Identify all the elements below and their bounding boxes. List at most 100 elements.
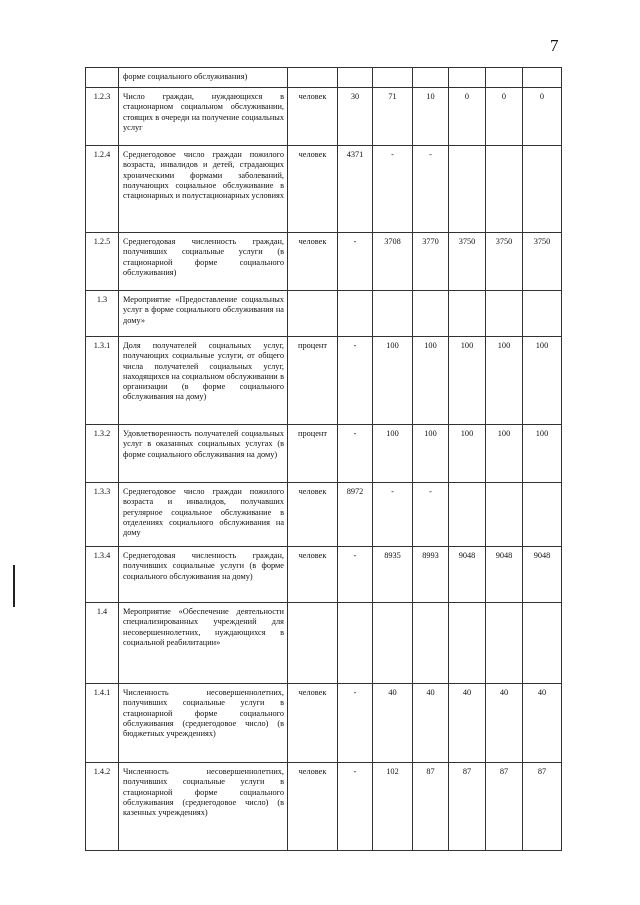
indicator-value: 87 xyxy=(412,762,449,851)
indicator-name: Среднегодовое число граждан пожилого воз… xyxy=(118,482,288,547)
table-row: 1.4.2 Численность несовершеннолетних, пол… xyxy=(85,762,562,851)
indicator-name: Среднегодовая численность граждан, получ… xyxy=(118,232,288,291)
unit-of-measure: процент xyxy=(287,336,338,425)
indicator-value: 100 xyxy=(448,336,486,425)
table-row: 1.2.4 Среднегодовое число граждан пожилог… xyxy=(85,145,562,233)
table-row: форме социального обслуживания) xyxy=(85,67,562,88)
indicator-value xyxy=(522,145,562,233)
row-number: 1.4.2 xyxy=(85,762,119,851)
indicator-value: 100 xyxy=(522,424,562,483)
indicator-value: - xyxy=(337,546,373,603)
indicator-value: 100 xyxy=(448,424,486,483)
indicator-name: Среднегодовая численность граждан, получ… xyxy=(118,546,288,603)
table-row: 1.4.1 Численность несовершеннолетних, пол… xyxy=(85,683,562,763)
table-row: 1.3.1 Доля получателей социальных услуг, … xyxy=(85,336,562,425)
unit-of-measure xyxy=(287,290,338,337)
row-number: 1.3.4 xyxy=(85,546,119,603)
row-number: 1.4.1 xyxy=(85,683,119,763)
indicator-value xyxy=(372,67,413,88)
indicator-value: 40 xyxy=(522,683,562,763)
unit-of-measure xyxy=(287,67,338,88)
indicator-value xyxy=(337,290,373,337)
indicator-value xyxy=(485,602,523,684)
indicator-value xyxy=(485,290,523,337)
indicator-value: - xyxy=(372,482,413,547)
indicator-value xyxy=(448,482,486,547)
indicator-value: 87 xyxy=(522,762,562,851)
indicator-value: 8993 xyxy=(412,546,449,603)
unit-of-measure: человек xyxy=(287,482,338,547)
indicator-value xyxy=(337,67,373,88)
indicator-value: 71 xyxy=(372,87,413,146)
indicator-value: - xyxy=(337,424,373,483)
indicator-value: 100 xyxy=(522,336,562,425)
unit-of-measure: процент xyxy=(287,424,338,483)
indicator-value: 8935 xyxy=(372,546,413,603)
indicator-value: - xyxy=(412,482,449,547)
indicator-value: 100 xyxy=(485,424,523,483)
indicator-name: Среднегодовое число граждан пожилого воз… xyxy=(118,145,288,233)
indicator-value: 9048 xyxy=(522,546,562,603)
indicator-value: - xyxy=(372,145,413,233)
indicator-value: 100 xyxy=(372,424,413,483)
table-row: 1.3 Мероприятие «Предоставление социальны… xyxy=(85,290,562,337)
indicator-value: 9048 xyxy=(485,546,523,603)
indicator-value: 3750 xyxy=(485,232,523,291)
indicator-value: 87 xyxy=(485,762,523,851)
indicator-value: 3750 xyxy=(448,232,486,291)
table-row: 1.2.3 Число граждан, нуждающихся в стацио… xyxy=(85,87,562,146)
indicator-value xyxy=(448,290,486,337)
indicator-name: Мероприятие «Предоставление социальных у… xyxy=(118,290,288,337)
unit-of-measure: человек xyxy=(287,145,338,233)
indicator-value: 40 xyxy=(448,683,486,763)
indicator-name: Численность несовершеннолетних, получивш… xyxy=(118,683,288,763)
indicator-value: 3708 xyxy=(372,232,413,291)
indicator-name: Мероприятие «Обеспечение деятельности сп… xyxy=(118,602,288,684)
indicator-value xyxy=(372,290,413,337)
indicator-value: 0 xyxy=(485,87,523,146)
indicator-value: 100 xyxy=(412,424,449,483)
indicator-value xyxy=(485,145,523,233)
row-number xyxy=(85,67,119,88)
indicator-value: 100 xyxy=(412,336,449,425)
indicator-value: 30 xyxy=(337,87,373,146)
indicators-table: форме социального обслуживания) 1.2.3 Числ… xyxy=(85,67,562,851)
indicator-value xyxy=(337,602,373,684)
indicator-value: 3750 xyxy=(522,232,562,291)
indicator-value xyxy=(448,67,486,88)
indicator-value: 40 xyxy=(412,683,449,763)
indicator-value xyxy=(485,482,523,547)
indicator-value: 10 xyxy=(412,87,449,146)
indicator-value xyxy=(522,67,562,88)
indicator-value: 102 xyxy=(372,762,413,851)
indicator-value: - xyxy=(412,145,449,233)
indicator-value xyxy=(522,602,562,684)
table-row: 1.3.3 Среднегодовое число граждан пожилог… xyxy=(85,482,562,547)
indicator-value: 100 xyxy=(485,336,523,425)
indicator-value: - xyxy=(337,683,373,763)
indicator-value: 87 xyxy=(448,762,486,851)
row-number: 1.3.2 xyxy=(85,424,119,483)
row-number: 1.3.1 xyxy=(85,336,119,425)
indicator-value xyxy=(522,482,562,547)
unit-of-measure xyxy=(287,602,338,684)
indicator-value: - xyxy=(337,336,373,425)
indicator-value: 100 xyxy=(372,336,413,425)
indicator-value xyxy=(412,67,449,88)
row-number: 1.2.4 xyxy=(85,145,119,233)
indicator-value: - xyxy=(337,762,373,851)
indicator-value: 40 xyxy=(372,683,413,763)
row-number: 1.4 xyxy=(85,602,119,684)
indicator-value: 0 xyxy=(448,87,486,146)
indicator-name: Удовлетворенность получателей социальных… xyxy=(118,424,288,483)
indicator-value xyxy=(448,145,486,233)
indicator-value: 3770 xyxy=(412,232,449,291)
scan-artifact-mark xyxy=(13,565,15,607)
unit-of-measure: человек xyxy=(287,87,338,146)
indicator-value: 4371 xyxy=(337,145,373,233)
indicator-value xyxy=(522,290,562,337)
table-row: 1.3.2 Удовлетворенность получателей социа… xyxy=(85,424,562,483)
indicator-value: 40 xyxy=(485,683,523,763)
unit-of-measure: человек xyxy=(287,546,338,603)
page-number: 7 xyxy=(550,36,559,55)
